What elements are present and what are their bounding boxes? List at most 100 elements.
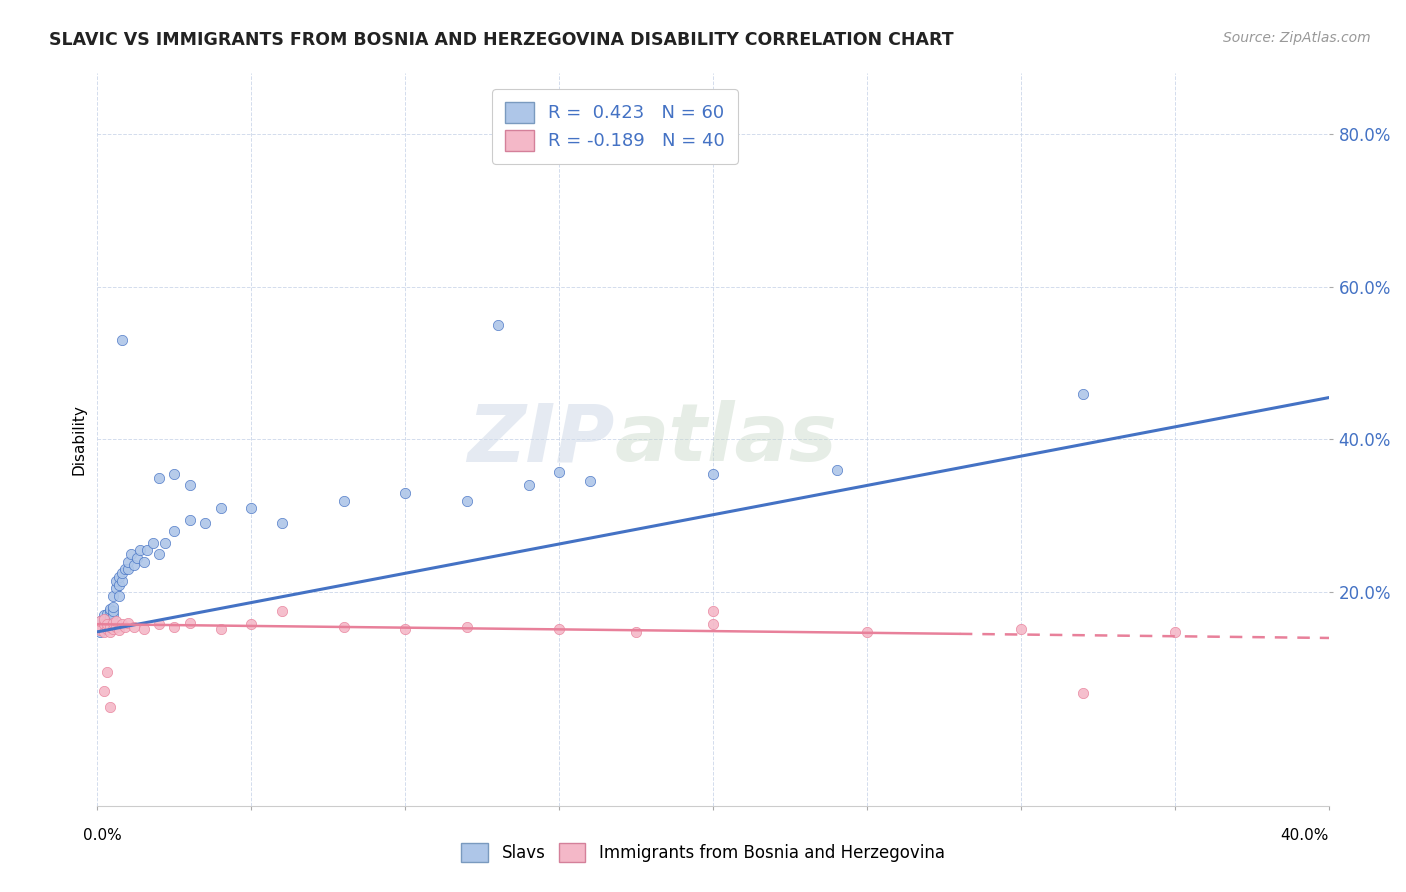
Point <box>1164 624 1187 639</box>
Point <box>96 665 118 680</box>
Point <box>111 566 134 580</box>
Point <box>127 550 149 565</box>
Point <box>240 617 263 632</box>
Y-axis label: Disability: Disability <box>72 404 86 475</box>
Text: atlas: atlas <box>614 401 838 478</box>
Point <box>96 617 118 632</box>
Point <box>108 624 131 638</box>
Point <box>89 619 111 633</box>
Text: SLAVIC VS IMMIGRANTS FROM BOSNIA AND HERZEGOVINA DISABILITY CORRELATION CHART: SLAVIC VS IMMIGRANTS FROM BOSNIA AND HER… <box>49 31 953 49</box>
Point <box>96 607 118 621</box>
Point <box>108 577 131 591</box>
Point <box>96 622 118 636</box>
Point <box>124 619 146 633</box>
Point <box>117 555 139 569</box>
Point <box>93 612 115 626</box>
Point <box>240 501 263 516</box>
Point <box>148 547 170 561</box>
Point <box>101 622 124 636</box>
Point <box>89 624 111 639</box>
Point <box>98 699 121 714</box>
Point <box>93 612 115 626</box>
Point <box>129 543 152 558</box>
Point <box>333 619 356 633</box>
Point <box>394 486 416 500</box>
Text: 0.0%: 0.0% <box>83 829 122 843</box>
Point <box>89 619 111 633</box>
Point <box>179 513 201 527</box>
Point <box>114 619 136 633</box>
Point <box>702 617 724 632</box>
Point <box>89 617 111 632</box>
Point <box>548 622 571 636</box>
Point <box>104 614 127 628</box>
Point <box>163 524 186 538</box>
Text: 40.0%: 40.0% <box>1281 829 1329 843</box>
Point <box>89 614 111 628</box>
Point <box>702 604 724 618</box>
Point <box>209 622 232 636</box>
Point <box>93 619 115 633</box>
Point <box>101 615 124 630</box>
Point <box>333 493 356 508</box>
Point <box>98 604 121 618</box>
Point <box>101 589 124 603</box>
Point <box>209 501 232 516</box>
Legend: R =  0.423   N = 60, R = -0.189   N = 40: R = 0.423 N = 60, R = -0.189 N = 40 <box>492 89 738 163</box>
Point <box>163 467 186 481</box>
Point <box>111 333 134 347</box>
Point <box>456 619 478 633</box>
Point <box>93 684 115 698</box>
Point <box>101 600 124 615</box>
Point <box>1010 622 1032 636</box>
Point <box>153 535 176 549</box>
Point <box>104 574 127 588</box>
Point <box>108 589 131 603</box>
Point <box>108 570 131 584</box>
Point <box>194 516 217 531</box>
Point <box>93 624 115 639</box>
Point <box>96 617 118 632</box>
Point <box>93 608 115 623</box>
Point <box>394 622 416 636</box>
Point <box>98 609 121 624</box>
Legend: Slavs, Immigrants from Bosnia and Herzegovina: Slavs, Immigrants from Bosnia and Herzeg… <box>453 834 953 871</box>
Point <box>163 619 186 633</box>
Point <box>1071 386 1094 401</box>
Point <box>271 516 294 531</box>
Point <box>93 615 115 630</box>
Point <box>117 562 139 576</box>
Point <box>148 470 170 484</box>
Point <box>98 619 121 633</box>
Point <box>579 475 602 489</box>
Point <box>117 615 139 630</box>
Point <box>548 465 571 479</box>
Point <box>124 558 146 573</box>
Point <box>93 617 115 632</box>
Point <box>486 318 509 332</box>
Point <box>98 615 121 630</box>
Point <box>142 535 165 549</box>
Text: Source: ZipAtlas.com: Source: ZipAtlas.com <box>1223 31 1371 45</box>
Point <box>179 478 201 492</box>
Point <box>517 478 540 492</box>
Point <box>104 582 127 596</box>
Point <box>825 463 848 477</box>
Point <box>101 608 124 623</box>
Point <box>111 617 134 632</box>
Point <box>93 622 115 636</box>
Point <box>111 574 134 588</box>
Point <box>89 624 111 638</box>
Point <box>271 604 294 618</box>
Point <box>120 547 142 561</box>
Point <box>135 543 157 558</box>
Point <box>98 602 121 616</box>
Point <box>132 555 155 569</box>
Point <box>89 614 111 628</box>
Point <box>702 467 724 481</box>
Point <box>132 622 155 636</box>
Point <box>179 615 201 630</box>
Point <box>101 604 124 618</box>
Point <box>114 562 136 576</box>
Point <box>1071 686 1094 700</box>
